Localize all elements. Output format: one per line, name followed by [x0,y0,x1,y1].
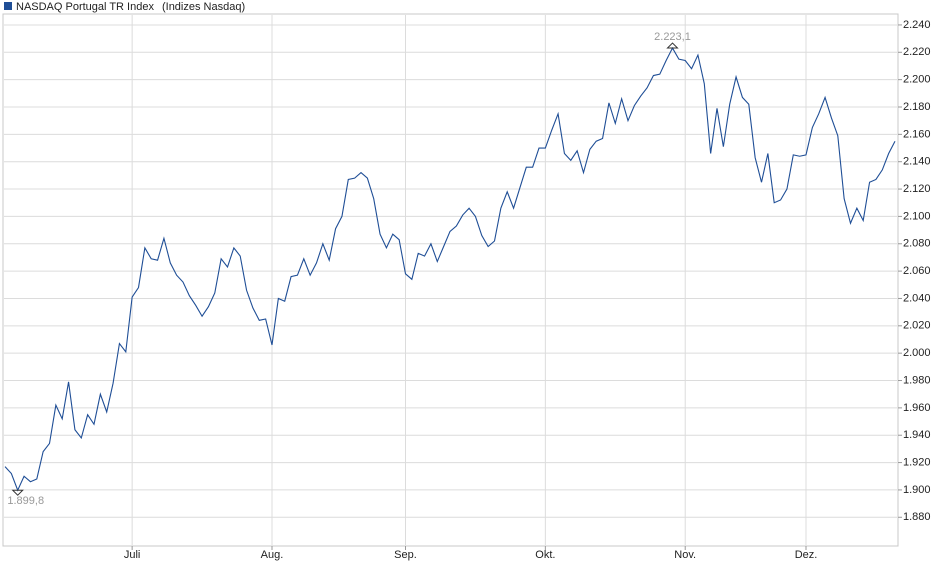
y-tick-label: 2.120 [903,183,931,195]
annotation-marker [666,42,679,49]
plot-frame [2,13,899,547]
source-label: (Indizes Nasdaq) [162,1,245,13]
y-tick-label: 2.080 [903,238,931,250]
annotation-marker [11,489,24,496]
y-tick-label: 1.980 [903,374,931,386]
y-tick-label: 2.020 [903,320,931,332]
y-tick-label: 1.880 [903,511,931,523]
x-tick-label: Aug. [261,549,284,561]
y-tick-label: 1.920 [903,456,931,468]
y-tick-label: 2.000 [903,347,931,359]
line [4,46,896,492]
y-tick-label: 2.220 [903,46,931,58]
annotation-label: 1.899,8 [7,495,44,507]
legend-label: NASDAQ Portugal TR Index [16,1,154,13]
x-tick-label: Sep. [394,549,417,561]
x-tick-label: Juli [124,549,141,561]
y-tick-label: 1.900 [903,484,931,496]
y-tick-label: 2.140 [903,156,931,168]
y-tick-label: 2.200 [903,74,931,86]
annotation-label: 2.223,1 [654,31,691,43]
y-tick-label: 2.040 [903,292,931,304]
x-tick-label: Nov. [674,549,696,561]
x-tick-label: Dez. [795,549,818,561]
y-tick-label: 2.180 [903,101,931,113]
y-tick-label: 2.240 [903,19,931,31]
x-tick-label: Okt. [535,549,555,561]
legend-swatch [4,2,12,10]
y-tick-label: 2.160 [903,128,931,140]
y-tick-label: 2.060 [903,265,931,277]
y-tick-label: 1.960 [903,402,931,414]
y-tick-label: 2.100 [903,210,931,222]
y-tick-label: 1.940 [903,429,931,441]
